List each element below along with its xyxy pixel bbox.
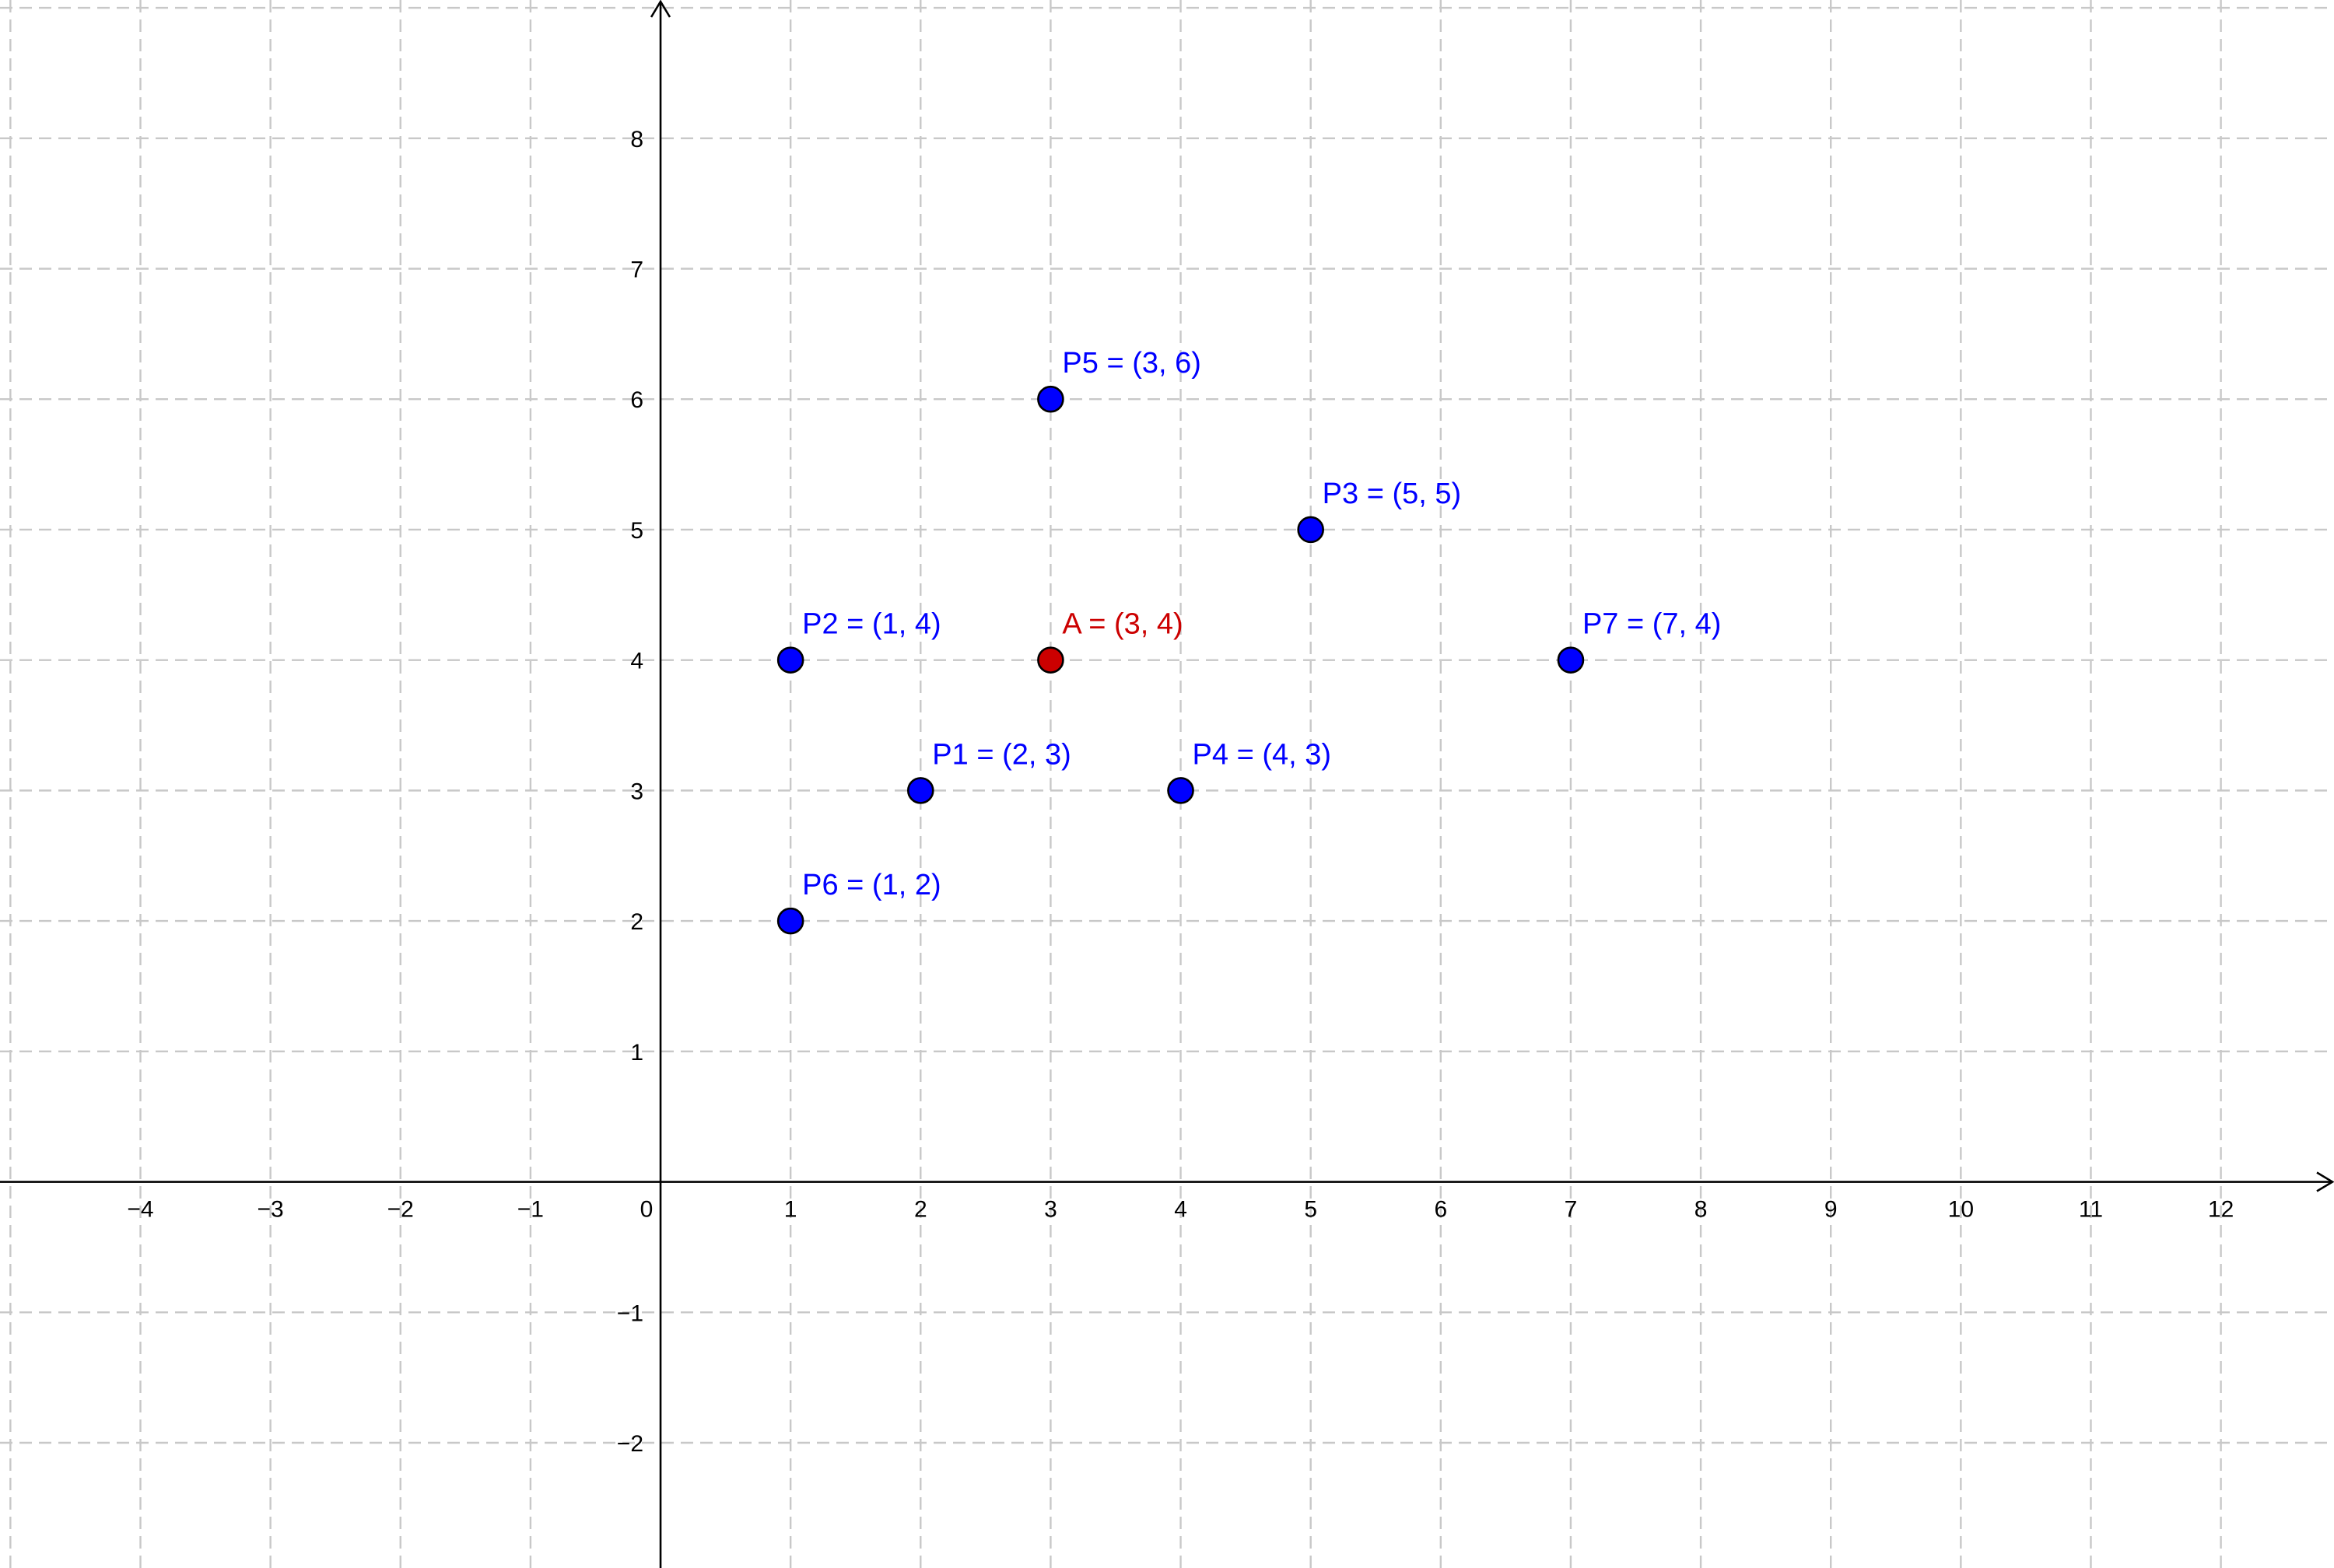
point-label-p6: P6 = (1, 2) xyxy=(802,869,941,901)
y-axis-tick-labels: −2 −1 1 2 3 4 5 6 7 8 xyxy=(617,127,643,1457)
y-tick-label: 5 xyxy=(630,518,643,544)
x-tick-label: 7 xyxy=(1565,1197,1578,1223)
y-tick-label: 4 xyxy=(630,649,643,674)
y-tick-label: 2 xyxy=(630,909,643,935)
x-tick-label: 9 xyxy=(1824,1197,1838,1223)
x-axis-arrowhead xyxy=(2316,1171,2334,1192)
y-tick-label: 3 xyxy=(630,779,643,804)
point-p5 xyxy=(1037,385,1064,413)
point-labels: P1 = (2, 3) P2 = (1, 4) P3 = (5, 5) P4 = (4… xyxy=(802,347,1721,901)
x-tick-label: 1 xyxy=(784,1197,797,1223)
y-axis-arrowhead xyxy=(650,0,671,18)
y-tick-label: 1 xyxy=(630,1040,643,1066)
point-label-p1: P1 = (2, 3) xyxy=(932,738,1071,771)
point-a xyxy=(1037,646,1064,674)
x-tick-label: 8 xyxy=(1694,1197,1708,1223)
x-tick-label: −4 xyxy=(127,1197,153,1223)
x-tick-label: 12 xyxy=(2208,1197,2234,1223)
y-tick-label: 8 xyxy=(630,127,643,152)
horizontal-grid xyxy=(0,6,2334,1444)
x-tick-label: 4 xyxy=(1174,1197,1187,1223)
x-tick-label: 11 xyxy=(2079,1197,2103,1223)
y-tick-label: −1 xyxy=(617,1300,643,1326)
point-label-p3: P3 = (5, 5) xyxy=(1323,478,1461,510)
point-p7 xyxy=(1557,646,1585,674)
y-tick-label: 6 xyxy=(630,387,643,413)
y-tick-label: −2 xyxy=(617,1431,643,1457)
x-tick-label: −3 xyxy=(258,1197,284,1223)
point-label-p5: P5 = (3, 6) xyxy=(1062,347,1200,380)
x-tick-label: 3 xyxy=(1044,1197,1057,1223)
x-tick-label: 5 xyxy=(1304,1197,1317,1223)
point-p3 xyxy=(1297,516,1324,544)
point-p1 xyxy=(906,777,934,804)
point-label-p2: P2 = (1, 4) xyxy=(802,608,941,641)
point-p6 xyxy=(776,907,804,935)
vertical-grid xyxy=(9,0,2222,1568)
point-label-p7: P7 = (7, 4) xyxy=(1582,608,1721,641)
point-label-p4: P4 = (4, 3) xyxy=(1193,738,1331,771)
x-axis-tick-labels: −4 −3 −2 −1 0 1 2 3 4 5 6 7 8 9 10 11 12 xyxy=(127,1197,2234,1223)
x-tick-label: 6 xyxy=(1434,1197,1447,1223)
point-p2 xyxy=(776,646,804,674)
x-tick-label: −1 xyxy=(517,1197,544,1223)
point-p4 xyxy=(1167,777,1194,804)
x-tick-label: −2 xyxy=(387,1197,414,1223)
x-tick-label: 10 xyxy=(1948,1197,1974,1223)
x-tick-label: 0 xyxy=(640,1197,654,1223)
point-label-a: A = (3, 4) xyxy=(1062,608,1183,641)
x-tick-label: 2 xyxy=(914,1197,927,1223)
data-points xyxy=(776,385,1585,935)
y-tick-label: 7 xyxy=(630,257,643,283)
